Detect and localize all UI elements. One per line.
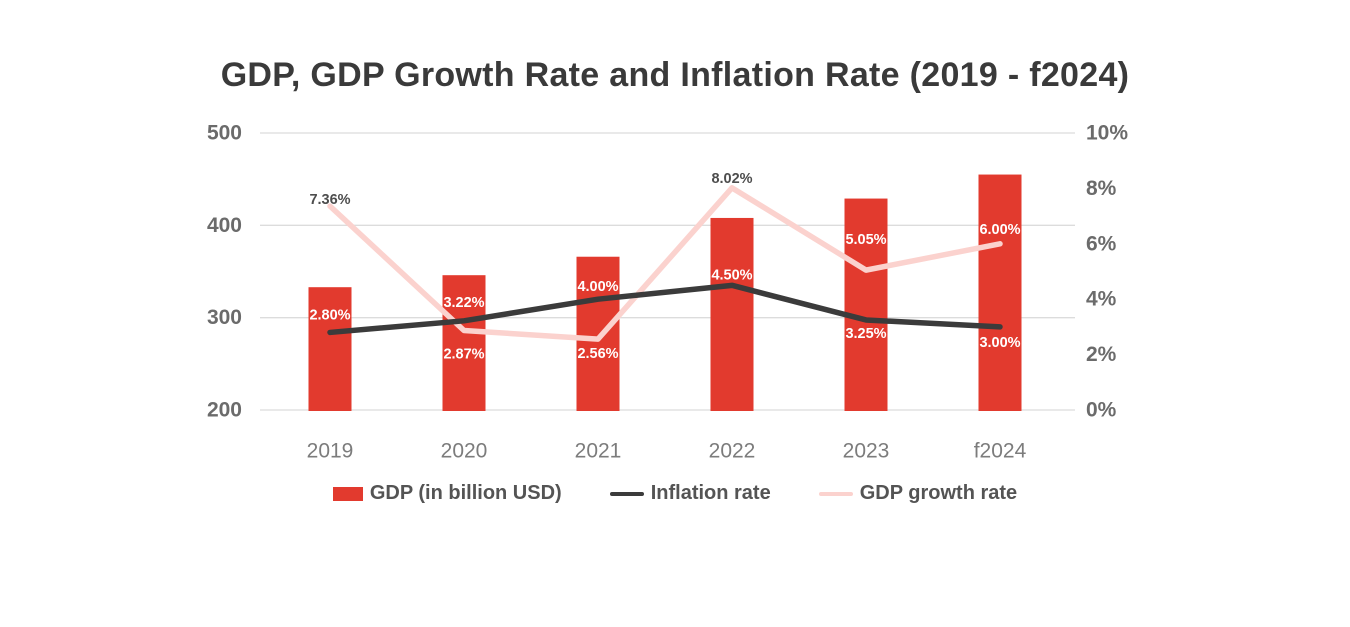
data-label-inflation-rate-f2024: 3.00%: [979, 335, 1020, 351]
gdp-growth-line: [327, 185, 1003, 342]
legend-item-inflation: Inflation rate: [609, 482, 771, 505]
data-label-inflation-rate-2023: 3.25%: [845, 326, 886, 342]
gdp-bar-2020: [442, 275, 486, 411]
legend-label-inflation: Inflation rate: [650, 482, 771, 504]
data-label-inflation-rate-2021: 4.00%: [577, 279, 618, 295]
data-label-gdp-growth-rate-2020: 2.87%: [443, 347, 484, 363]
right-axis-tick-2%: 2%: [1086, 343, 1117, 366]
x-axis-label-2019: 2019: [307, 440, 354, 463]
data-label-gdp-growth-rate-2023: 5.05%: [845, 232, 886, 248]
data-label-inflation-rate-2022: 4.50%: [711, 267, 752, 283]
data-label-gdp-growth-rate-2022: 8.02%: [711, 171, 752, 187]
x-axis-label-2023: 2023: [843, 440, 890, 463]
inflation-line-swatch-icon: [609, 491, 644, 496]
gdp-bar-2021: [576, 256, 620, 411]
right-axis-tick-8%: 8%: [1086, 177, 1117, 200]
legend-item-gdp: GDP (in billion USD): [332, 482, 562, 505]
x-axis-label-2021: 2021: [575, 440, 622, 463]
data-label-gdp-growth-rate-f2024: 6.00%: [979, 222, 1020, 238]
x-axis-label-2020: 2020: [441, 440, 488, 463]
left-axis-tick-200: 200: [207, 399, 242, 422]
gdp-bar-2023: [844, 198, 888, 411]
gdp-bar-swatch-icon: [332, 486, 363, 501]
right-axis-tick-10%: 10%: [1086, 122, 1128, 145]
right-axis-tick-0%: 0%: [1086, 399, 1117, 422]
data-label-gdp-growth-rate-2021: 2.56%: [577, 346, 618, 362]
gdp-bar-2022: [710, 217, 754, 411]
left-axis-tick-300: 300: [207, 306, 242, 329]
gdp-bar-2019: [308, 287, 352, 411]
legend-label-gdp: GDP (in billion USD): [369, 482, 562, 504]
right-axis-tick-6%: 6%: [1086, 232, 1117, 255]
inflation-line: [327, 282, 1003, 336]
left-axis-tick-500: 500: [207, 122, 242, 145]
data-label-gdp-growth-rate-2019: 7.36%: [309, 192, 350, 208]
chart-title: GDP, GDP Growth Rate and Inflation Rate …: [220, 56, 1130, 94]
gdp-bar-f2024: [978, 174, 1022, 411]
legend-label-growth: GDP growth rate: [859, 482, 1018, 504]
right-axis-tick-4%: 4%: [1086, 288, 1117, 311]
left-axis-tick-400: 400: [207, 214, 242, 237]
x-axis-label-2022: 2022: [709, 440, 756, 463]
data-label-inflation-rate-2019: 2.80%: [309, 307, 350, 323]
legend-item-growth: GDP growth rate: [818, 482, 1018, 505]
data-label-inflation-rate-2020: 3.22%: [443, 295, 484, 311]
chart-legend: GDP (in billion USD) Inflation rate GDP …: [0, 482, 1350, 505]
growth-line-swatch-icon: [818, 491, 853, 496]
x-axis-label-f2024: f2024: [974, 440, 1027, 463]
